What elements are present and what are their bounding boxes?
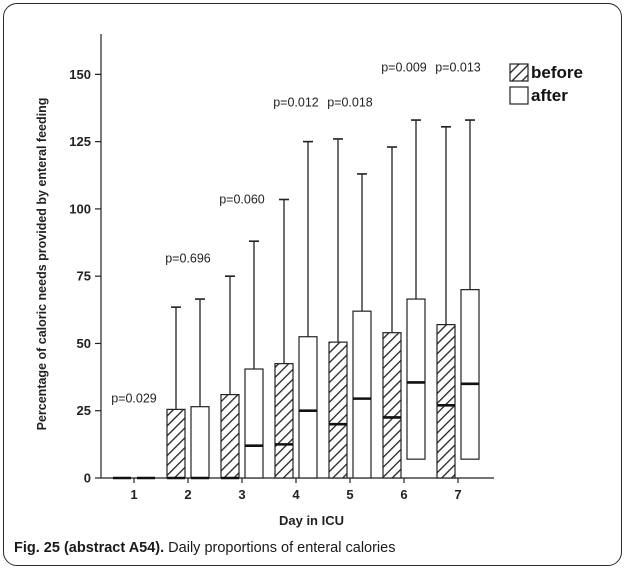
box-before-day-4	[274, 198, 294, 479]
box-before-day-5	[328, 138, 348, 479]
y-tick-label: 125	[69, 134, 91, 149]
box-body	[190, 406, 210, 479]
box-after-day-2	[190, 298, 210, 480]
y-tick-label: 75	[77, 269, 91, 284]
box-before-day-3	[220, 275, 240, 480]
y-tick-label: 25	[77, 403, 91, 418]
x-tick-label: 1	[130, 487, 137, 502]
y-tick-label: 0	[84, 471, 91, 486]
axes: 0 25 50 75 100 125 150 1 2 3 4 5 6 7	[69, 34, 494, 502]
x-tick-label: 5	[346, 487, 353, 502]
box-before-day-6	[382, 146, 402, 479]
box-body	[328, 341, 348, 479]
box-before-day-7	[436, 126, 456, 479]
x-tick-label: 7	[454, 487, 461, 502]
y-tick-label: 50	[77, 336, 91, 351]
figure-caption: Fig. 25 (abstract A54). Daily proportion…	[14, 540, 395, 556]
y-tick-label: 150	[69, 67, 91, 82]
box-body	[220, 393, 240, 479]
box-body	[436, 324, 456, 479]
box-after-day-5	[352, 173, 372, 479]
caption-text: Daily proportions of enteral calories	[164, 540, 396, 556]
box-after-day-4	[298, 140, 318, 479]
box-after-day-3	[244, 240, 264, 479]
box-body	[244, 368, 264, 479]
legend-swatch-before	[509, 63, 529, 82]
figure-frame: 0 25 50 75 100 125 150 1 2 3 4 5 6 7 p=0.029 p=0.696 p=…	[3, 3, 622, 566]
p-value-label: p=0.012	[273, 96, 319, 110]
x-tick-label: 2	[184, 487, 191, 502]
x-tick-label: 6	[400, 487, 407, 502]
box-body	[298, 336, 318, 479]
p-value-label: p=0.009	[381, 61, 427, 75]
box-body	[460, 289, 480, 460]
box-body	[352, 310, 372, 479]
p-value-label: p=0.013	[435, 61, 481, 75]
box-body	[274, 363, 294, 479]
boxes	[113, 119, 480, 480]
legend-label-after: after	[531, 86, 568, 105]
legend: before after	[509, 63, 583, 105]
y-tick-label: 100	[69, 201, 91, 216]
box-after-day-7	[460, 119, 480, 460]
box-body	[382, 332, 402, 479]
legend-swatch-after	[509, 86, 529, 105]
p-value-label: p=0.018	[327, 96, 373, 110]
box-before-day-2	[166, 306, 186, 480]
box-after-day-6	[406, 119, 426, 460]
x-axis-label: Day in ICU	[279, 513, 344, 528]
p-value-label: p=0.029	[111, 392, 157, 406]
x-tick-label: 3	[238, 487, 245, 502]
y-axis-label: Percentage of caloric needs provided by …	[35, 98, 49, 431]
legend-label-before: before	[531, 63, 583, 82]
box-body	[406, 298, 426, 460]
p-value-label: p=0.060	[219, 193, 265, 207]
caption-label: Fig. 25 (abstract A54).	[14, 540, 165, 556]
p-value-annotations: p=0.029 p=0.696 p=0.060 p=0.012 p=0.018 p=0.0…	[111, 61, 481, 406]
x-tick-label: 4	[292, 487, 300, 502]
p-value-label: p=0.696	[165, 252, 211, 266]
box-body	[166, 408, 186, 479]
